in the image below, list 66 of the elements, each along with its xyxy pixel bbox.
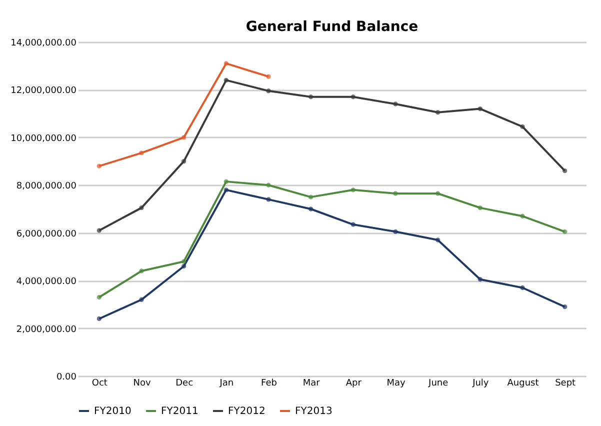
- point: [393, 191, 398, 196]
- y-tick-label: 14,000,000.00: [10, 38, 77, 48]
- x-tick-label: Feb: [261, 378, 278, 388]
- x-tick-label: Oct: [92, 378, 108, 388]
- point: [520, 285, 525, 290]
- point: [96, 316, 102, 322]
- x-tick-label: Sept: [555, 378, 576, 388]
- point: [308, 94, 314, 100]
- point: [139, 205, 144, 210]
- point: [393, 102, 398, 106]
- point: [266, 74, 271, 79]
- point: [478, 277, 483, 282]
- x-tick-label: Mar: [302, 378, 320, 388]
- y-tick-label: 10,000,000.00: [10, 134, 77, 144]
- point: [562, 304, 568, 310]
- point: [139, 297, 144, 302]
- point: [562, 229, 568, 234]
- point: [181, 135, 186, 140]
- y-tick-label: 0.00: [56, 372, 77, 382]
- point: [435, 110, 440, 115]
- point: [224, 61, 229, 66]
- point: [181, 264, 186, 269]
- y-tick-label: 6,000,000.00: [16, 229, 77, 240]
- y-tick-label: 8,000,000.00: [16, 182, 77, 192]
- x-tick-label: July: [472, 378, 490, 388]
- point: [393, 229, 398, 234]
- point: [224, 78, 229, 83]
- x-tick-label: August: [507, 378, 540, 388]
- x-tick-label: Nov: [133, 378, 152, 388]
- x-tick-label: June: [428, 378, 449, 388]
- point: [224, 179, 229, 184]
- point: [478, 205, 483, 210]
- point: [266, 182, 271, 188]
- point: [478, 106, 483, 112]
- point: [266, 197, 271, 202]
- point: [139, 150, 144, 156]
- point: [350, 94, 356, 100]
- point: [520, 124, 525, 130]
- point: [308, 194, 314, 200]
- point: [562, 168, 568, 174]
- point: [96, 228, 102, 233]
- chart-title: General Fund Balance: [246, 19, 418, 35]
- legend-label: FY2011: [161, 406, 198, 417]
- x-tick-label: Apr: [346, 378, 362, 388]
- point: [350, 188, 356, 192]
- point: [435, 238, 440, 242]
- point: [350, 222, 356, 227]
- x-tick-label: Dec: [176, 378, 194, 388]
- point: [139, 268, 144, 274]
- point: [435, 191, 440, 196]
- point: [181, 259, 186, 264]
- point: [181, 158, 186, 164]
- point: [96, 294, 102, 300]
- point: [224, 188, 229, 192]
- point: [266, 88, 271, 94]
- y-tick-label: 12,000,000.00: [10, 86, 77, 96]
- point: [308, 206, 314, 212]
- y-tick-label: 4,000,000.00: [16, 277, 77, 288]
- legend-label: FY2012: [228, 406, 266, 417]
- point: [96, 164, 102, 168]
- legend-label: FY2010: [94, 406, 132, 417]
- y-tick-label: 2,000,000.00: [16, 324, 77, 335]
- point: [520, 214, 525, 218]
- legend-label: FY2013: [295, 406, 332, 417]
- x-tick-label: May: [386, 378, 406, 388]
- x-tick-label: Jan: [218, 378, 234, 388]
